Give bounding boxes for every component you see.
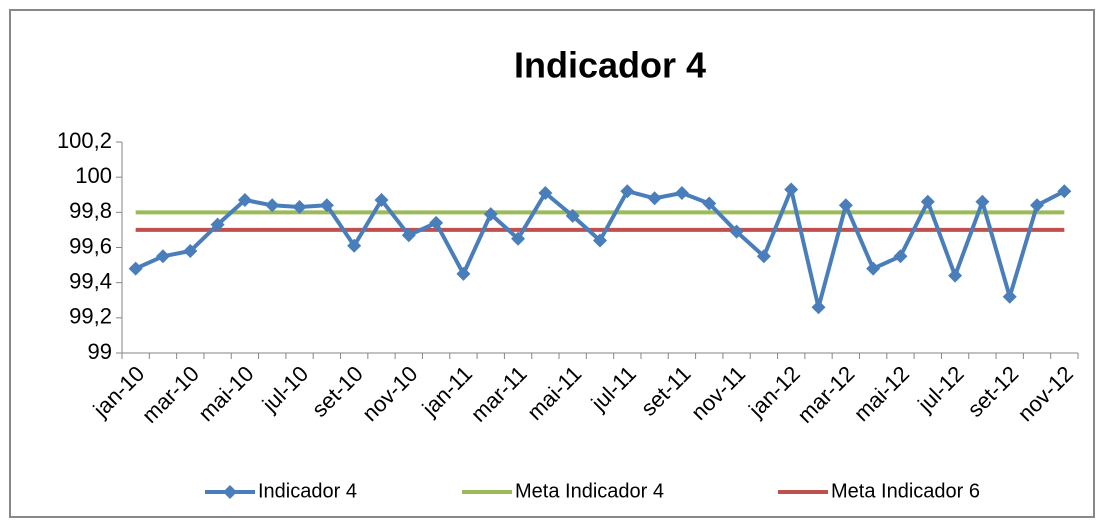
legend-label: Indicador 4 bbox=[258, 480, 357, 502]
data-point bbox=[292, 200, 307, 215]
data-point bbox=[729, 224, 744, 239]
data-point bbox=[237, 193, 252, 208]
data-point bbox=[702, 196, 717, 211]
y-tick-label: 99,2 bbox=[69, 304, 112, 329]
data-point bbox=[210, 217, 225, 232]
y-tick-label: 99,6 bbox=[69, 233, 112, 258]
y-tick-label: 100,2 bbox=[57, 128, 112, 153]
data-point bbox=[811, 300, 826, 315]
legend-label: Meta Indicador 6 bbox=[831, 480, 980, 502]
data-point bbox=[319, 198, 334, 213]
legend-label: Meta Indicador 4 bbox=[515, 480, 664, 502]
data-point bbox=[1057, 184, 1072, 199]
data-point bbox=[128, 261, 143, 276]
data-point bbox=[620, 184, 635, 199]
y-tick-label: 100 bbox=[75, 163, 112, 188]
data-point bbox=[838, 198, 853, 213]
data-point bbox=[456, 266, 471, 281]
data-point bbox=[1030, 198, 1045, 213]
data-point bbox=[1002, 289, 1017, 304]
data-point bbox=[674, 185, 689, 200]
data-point bbox=[347, 238, 362, 253]
data-point bbox=[893, 249, 908, 264]
data-point bbox=[948, 268, 963, 283]
data-point bbox=[429, 215, 444, 230]
data-point bbox=[155, 249, 170, 264]
data-point bbox=[401, 228, 416, 243]
y-tick-label: 99 bbox=[88, 339, 112, 364]
data-point bbox=[565, 208, 580, 223]
data-point bbox=[265, 198, 280, 213]
data-point bbox=[538, 185, 553, 200]
data-point bbox=[647, 191, 662, 206]
data-point bbox=[784, 182, 799, 197]
data-point bbox=[920, 194, 935, 209]
y-tick-label: 99,4 bbox=[69, 268, 112, 293]
y-tick-label: 99,8 bbox=[69, 198, 112, 223]
data-point bbox=[511, 231, 526, 246]
legend-marker bbox=[223, 485, 237, 499]
chart-title: Indicador 4 bbox=[514, 45, 706, 86]
data-point bbox=[756, 249, 771, 264]
data-point bbox=[975, 194, 990, 209]
data-point bbox=[374, 193, 389, 208]
chart-frame bbox=[9, 9, 1095, 518]
data-point bbox=[593, 233, 607, 248]
data-point bbox=[183, 244, 198, 259]
data-point bbox=[866, 261, 881, 276]
data-point bbox=[483, 207, 498, 222]
